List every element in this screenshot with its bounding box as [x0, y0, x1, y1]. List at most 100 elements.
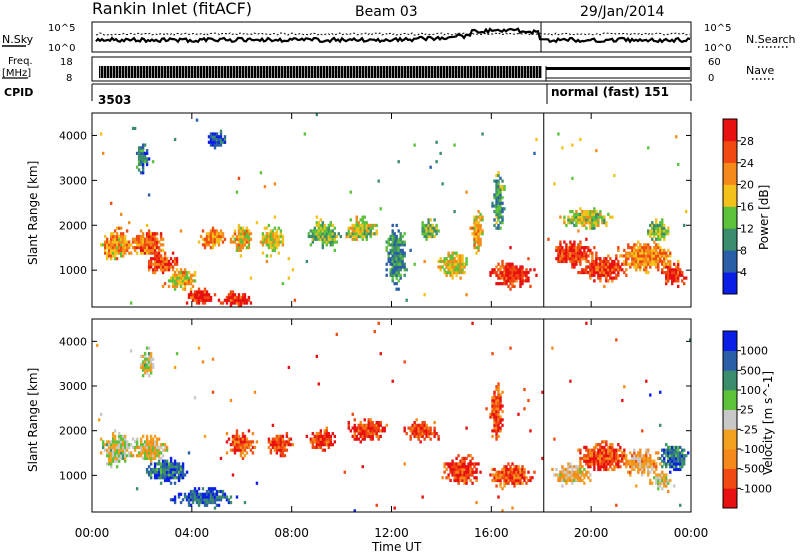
power-cell [547, 237, 550, 241]
power-cell [147, 229, 151, 233]
power-cell [495, 193, 498, 197]
power-cell [499, 212, 502, 216]
power-cell [111, 248, 115, 252]
power-cell [493, 196, 496, 200]
velocity-cell [225, 440, 229, 444]
power-cell [179, 229, 183, 233]
velocity-cell [651, 467, 654, 472]
velocity-cell [621, 454, 624, 458]
power-cell [239, 248, 243, 252]
velocity-cell [633, 462, 636, 466]
power-cell [385, 248, 388, 252]
velocity-cell [153, 467, 157, 472]
power-cell [451, 251, 454, 255]
velocity-cell [365, 434, 368, 438]
power-cell [505, 276, 508, 280]
power-cell [183, 273, 187, 277]
velocity-cell [409, 429, 412, 433]
velocity-cell [653, 470, 656, 474]
power-cell [159, 232, 163, 236]
velocity-cell [169, 473, 173, 477]
power-cell [123, 243, 127, 247]
velocity-cell [203, 434, 207, 438]
power-cell [119, 246, 123, 250]
velocity-cell [667, 456, 670, 461]
velocity-cell [497, 476, 500, 480]
velocity-cell [671, 454, 674, 458]
power-cell [507, 284, 510, 288]
velocity-colorbar-tick-label: -1000 [740, 482, 772, 495]
velocity-cell [195, 498, 199, 502]
power-cell [655, 254, 658, 258]
velocity-cell [165, 470, 169, 474]
power-cell [389, 270, 392, 275]
velocity-cell [633, 456, 636, 461]
power-cell [219, 140, 223, 144]
power-cell [137, 246, 141, 250]
power-cell [577, 259, 580, 264]
velocity-cell [225, 495, 229, 499]
power-cell [137, 234, 141, 239]
velocity-cell [571, 478, 574, 483]
power-cell [521, 270, 524, 275]
velocity-cell [105, 454, 109, 458]
power-cell [571, 218, 574, 222]
power-cell [195, 290, 199, 294]
power-cell [157, 254, 161, 258]
power-cell [501, 215, 504, 219]
power-cell [423, 226, 426, 230]
velocity-cell [457, 454, 460, 458]
power-cell [633, 248, 636, 252]
velocity-cell [665, 481, 668, 485]
velocity-cell [661, 470, 664, 474]
velocity-cell [453, 478, 456, 483]
power-cell [187, 279, 191, 283]
power-cell [503, 270, 506, 275]
power-cell [151, 234, 155, 239]
velocity-cell [607, 445, 610, 449]
velocity-cell [603, 440, 606, 444]
velocity-cell [515, 467, 518, 472]
velocity-cell [127, 445, 131, 449]
power-cell [519, 284, 522, 288]
power-cell [211, 229, 215, 233]
velocity-cell [661, 478, 664, 483]
power-cell [145, 248, 149, 252]
velocity-cell [673, 448, 676, 452]
power-cell [633, 243, 636, 247]
velocity-cell [165, 478, 169, 483]
power-cell [645, 257, 648, 261]
velocity-cell [159, 465, 163, 469]
power-cell [359, 234, 362, 239]
velocity-cell [163, 473, 167, 477]
power-cell [199, 290, 203, 294]
power-cell [139, 162, 143, 167]
velocity-cell [417, 423, 420, 427]
power-cell [187, 295, 191, 300]
velocity-cell [363, 434, 366, 438]
velocity-cell [409, 434, 412, 438]
velocity-cell [495, 473, 498, 477]
velocity-cell [423, 421, 426, 425]
power-cell [591, 210, 594, 214]
power-cell [459, 254, 462, 258]
power-cell [109, 248, 113, 252]
velocity-cell [597, 443, 600, 447]
velocity-cell [669, 451, 672, 455]
power-cell [229, 237, 233, 241]
power-cell [475, 240, 478, 244]
power-cell [397, 279, 400, 283]
velocity-cell [667, 445, 670, 449]
power-cell [481, 232, 484, 236]
velocity-cell [175, 467, 179, 472]
velocity-cell [417, 429, 420, 433]
velocity-cell [225, 451, 229, 455]
velocity-cell [315, 437, 319, 441]
velocity-cell [633, 448, 636, 452]
power-cell [403, 268, 406, 272]
velocity-cell [147, 445, 151, 449]
velocity-cell [671, 462, 674, 466]
power-cell [577, 251, 580, 255]
power-cell [327, 223, 331, 228]
velocity-cell [113, 451, 117, 455]
